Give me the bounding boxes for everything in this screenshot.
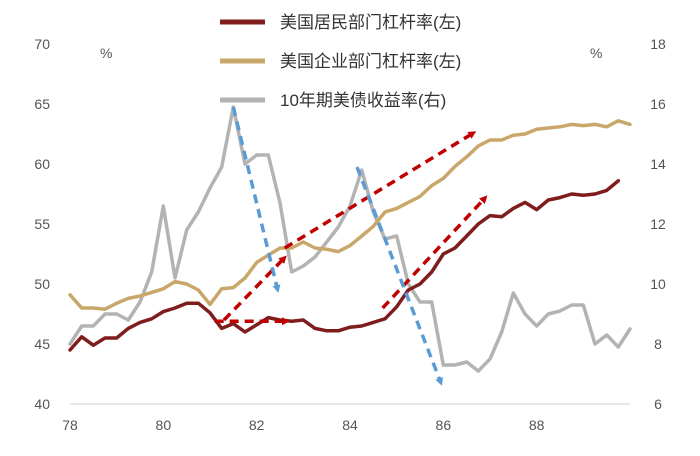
- left-tick-label: 65: [34, 96, 50, 112]
- x-tick-label: 82: [249, 417, 265, 433]
- left-tick-label: 50: [34, 276, 50, 292]
- red-trend-arrow: [381, 195, 488, 310]
- left-tick-label: 60: [34, 156, 50, 172]
- left-unit-label: %: [100, 45, 112, 61]
- left-y-axis: 40 45 50 55 60 65 70: [34, 36, 50, 412]
- x-tick-label: 86: [436, 417, 452, 433]
- right-tick-label: 8: [654, 336, 662, 352]
- x-axis: 78 80 82 84 86 88: [62, 417, 544, 433]
- x-tick-label: 78: [62, 417, 78, 433]
- right-tick-label: 18: [650, 36, 666, 52]
- series-lines: [68, 105, 632, 373]
- legend-label-corporate: 美国企业部门杠杆率(左): [280, 52, 461, 71]
- left-tick-label: 40: [34, 396, 50, 412]
- right-tick-label: 16: [650, 96, 666, 112]
- right-tick-label: 10: [650, 276, 666, 292]
- right-y-axis: 6 8 10 12 14 16 18: [650, 36, 666, 412]
- series-line-household: [68, 179, 621, 352]
- blue-trend-arrow: [355, 166, 443, 386]
- legend: 美国居民部门杠杆率(左) 美国企业部门杠杆率(左) 10年期美债收益率(右): [220, 13, 461, 110]
- left-tick-label: 45: [34, 336, 50, 352]
- legend-label-treasury: 10年期美债收益率(右): [280, 91, 446, 110]
- red-trend-arrow: [283, 131, 477, 250]
- trend-arrows: [214, 106, 488, 386]
- blue-trend-arrow: [231, 106, 281, 293]
- series-line-corporate: [68, 119, 632, 311]
- right-tick-label: 6: [654, 396, 662, 412]
- x-tick-label: 84: [342, 417, 358, 433]
- series-line-treasury: [68, 105, 632, 373]
- left-tick-label: 55: [34, 216, 50, 232]
- right-unit-label: %: [590, 45, 602, 61]
- legend-label-household: 美国居民部门杠杆率(左): [280, 13, 461, 32]
- x-tick-label: 80: [156, 417, 172, 433]
- right-tick-label: 14: [650, 156, 666, 172]
- right-tick-label: 12: [650, 216, 666, 232]
- x-tick-label: 88: [529, 417, 545, 433]
- left-tick-label: 70: [34, 36, 50, 52]
